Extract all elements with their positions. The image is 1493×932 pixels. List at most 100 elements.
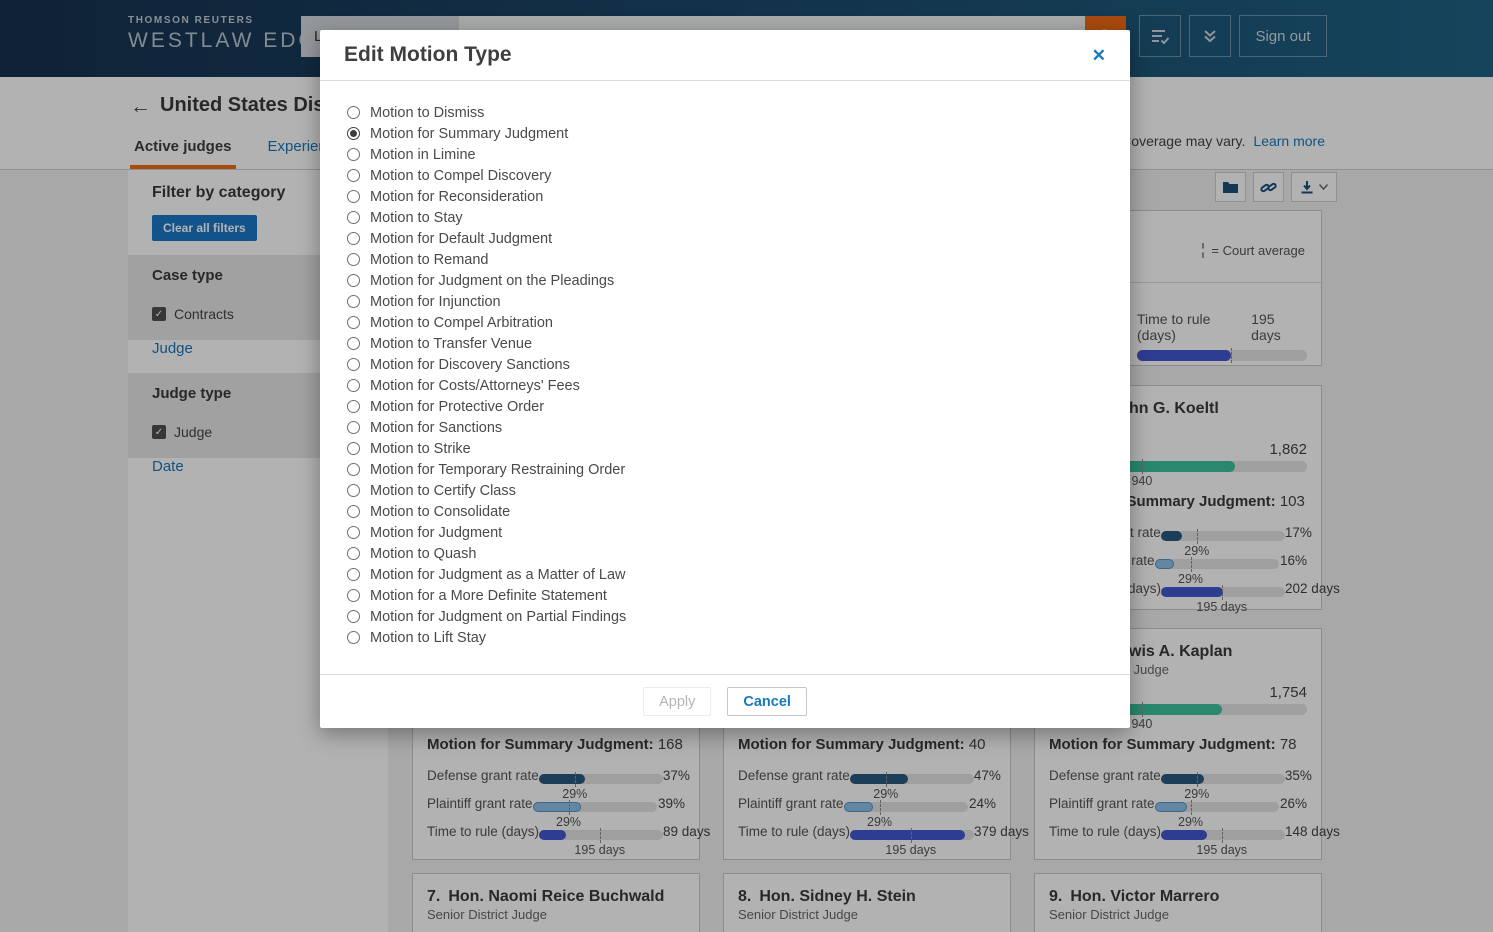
court-time-to-rule-stat: Time to rule (days) 195 days [1137,311,1307,363]
radio-icon[interactable] [347,169,360,182]
radio-option[interactable]: Motion to Stay [347,207,1130,228]
motion-count-line: Motion for Summary Judgment: 78 [1049,736,1297,753]
radio-option[interactable]: Motion for Temporary Restraining Order [347,459,1130,480]
sidebar-link-judge[interactable]: Judge [152,340,193,357]
radio-option[interactable]: Motion for Protective Order [347,396,1130,417]
radio-icon[interactable] [347,253,360,266]
judge-stat-row: Defense grant rate 29% 47% [738,767,1001,801]
radio-icon[interactable] [347,148,360,161]
judge-subtitle: Senior District Judge [738,907,858,922]
radio-option-label: Motion to Dismiss [370,104,485,121]
judge-stat-row: Time to rule (days) 195 days 148 days [1049,823,1340,857]
radio-option[interactable]: Motion for Costs/Attorneys' Fees [347,375,1130,396]
filter-checkbox-contracts[interactable]: ✓ Contracts [152,306,388,322]
download-button[interactable] [1291,172,1337,202]
stat-bar: 29% [1154,799,1279,829]
radio-option[interactable]: Motion for Summary Judgment [347,123,1130,144]
brand-westlaw-edge: WESTLAW EDGE [128,29,335,52]
radio-option-label: Motion for Judgment on the Pleadings [370,272,615,289]
radio-option[interactable]: Motion for Sanctions [347,417,1130,438]
radio-option[interactable]: Motion to Consolidate [347,501,1130,522]
close-icon[interactable]: ✕ [1091,45,1106,65]
court-average-value: 195 days [1196,599,1248,614]
stat-value: 202 days [1285,580,1340,596]
radio-icon[interactable] [347,421,360,434]
expand-menu-button[interactable] [1189,15,1231,57]
learn-more-link[interactable]: Learn more [1253,133,1325,149]
radio-option[interactable]: Motion for Reconsideration [347,186,1130,207]
bar-track [1161,584,1286,600]
apply-button[interactable]: Apply [643,687,712,716]
radio-option-label: Motion to Strike [370,440,471,457]
radio-icon[interactable] [347,190,360,203]
radio-icon[interactable] [347,505,360,518]
court-average-value: 29% [1184,543,1210,558]
bar-fill [1137,350,1231,361]
radio-icon[interactable] [347,484,360,497]
radio-option-label: Motion for Protective Order [370,398,545,415]
court-average-value: 29% [1178,571,1204,586]
radio-option-label: Motion to Compel Discovery [370,167,552,184]
radio-icon[interactable] [347,631,360,644]
judge-name[interactable]: 9. Hon. Victor Marrero [1049,888,1220,905]
radio-icon[interactable] [347,337,360,350]
radio-option[interactable]: Motion to Quash [347,543,1130,564]
radio-icon[interactable] [347,106,360,119]
radio-option[interactable]: Motion for a More Definite Statement [347,585,1130,606]
radio-icon[interactable] [347,274,360,287]
modal-footer: Apply Cancel [320,674,1130,728]
radio-option[interactable]: Motion to Compel Arbitration [347,312,1130,333]
tab-active-judges[interactable]: Active judges [130,128,236,169]
judge-stat-row: Defense grant rate 29% 37% [427,767,690,801]
bar-track [1049,702,1307,717]
radio-option[interactable]: Motion in Limine [347,144,1130,165]
judge-name[interactable]: 7. Hon. Naomi Reice Buchwald [427,888,665,905]
westlaw-edge-logo[interactable]: THOMSON REUTERS WESTLAW EDGE [128,15,335,53]
radio-icon[interactable] [347,295,360,308]
back-arrow-icon[interactable]: ← [130,95,151,118]
radio-icon[interactable] [347,526,360,539]
sidebar-link-date[interactable]: Date [152,458,184,475]
radio-icon[interactable] [347,232,360,245]
radio-option[interactable]: Motion to Compel Discovery [347,165,1130,186]
stat-label: Time to rule (days) [1049,823,1162,839]
bar-track [850,827,975,843]
radio-option[interactable]: Motion for Judgment on Partial Findings [347,606,1130,627]
stat-value: 195 days [1251,311,1281,343]
radio-icon[interactable] [347,211,360,224]
stat-label: Defense grant rate [738,767,850,783]
radio-option[interactable]: Motion to Remand [347,249,1130,270]
radio-option[interactable]: Motion for Judgment [347,522,1130,543]
radio-option[interactable]: Motion to Transfer Venue [347,333,1130,354]
radio-icon[interactable] [347,547,360,560]
radio-option[interactable]: Motion to Dismiss [347,102,1130,123]
radio-icon[interactable] [347,589,360,602]
research-history-button[interactable] [1139,15,1181,57]
radio-option[interactable]: Motion for Default Judgment [347,228,1130,249]
clear-all-filters-button[interactable]: Clear all filters [152,215,257,241]
radio-icon[interactable] [347,316,360,329]
save-to-folder-button[interactable] [1215,172,1246,202]
radio-icon[interactable] [347,358,360,371]
judge-name[interactable]: 8. Hon. Sidney H. Stein [738,888,916,905]
court-average-value: 29% [873,786,899,801]
sign-out-button[interactable]: Sign out [1239,15,1327,57]
radio-icon[interactable] [347,442,360,455]
radio-option[interactable]: Motion for Judgment as a Matter of Law [347,564,1130,585]
radio-option[interactable]: Motion to Lift Stay [347,627,1130,648]
radio-icon[interactable] [347,610,360,623]
radio-option[interactable]: Motion for Injunction [347,291,1130,312]
stat-value: 26% [1279,795,1307,811]
radio-icon[interactable] [347,400,360,413]
radio-icon[interactable] [347,568,360,581]
radio-option[interactable]: Motion to Strike [347,438,1130,459]
filter-checkbox-judge[interactable]: ✓ Judge [152,424,388,440]
copy-link-button[interactable] [1253,172,1284,202]
radio-selected-icon[interactable] [347,127,360,140]
radio-option[interactable]: Motion for Judgment on the Pleadings [347,270,1130,291]
radio-option[interactable]: Motion to Certify Class [347,480,1130,501]
radio-option[interactable]: Motion for Discovery Sanctions [347,354,1130,375]
cancel-button[interactable]: Cancel [727,687,807,716]
radio-icon[interactable] [347,463,360,476]
radio-icon[interactable] [347,379,360,392]
